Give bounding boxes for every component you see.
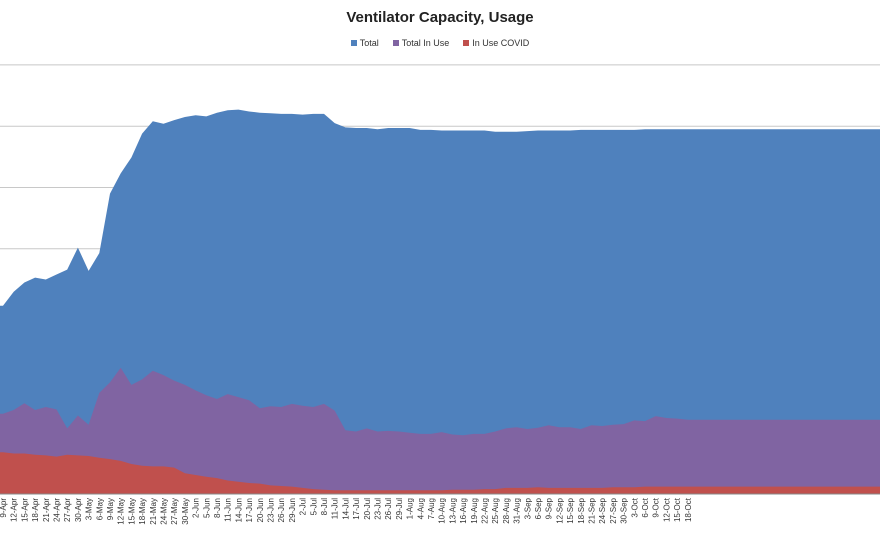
- x-tick-label: 25-Aug: [491, 498, 500, 524]
- x-tick-label: 29-Jun: [288, 498, 297, 522]
- x-tick-label: 17-Jul: [352, 498, 361, 520]
- x-tick-label: 3-May: [85, 498, 94, 520]
- x-tick-label: 6-Sep: [534, 497, 543, 519]
- x-tick-label: 9-Sep: [545, 497, 554, 519]
- x-axis-tick-labels: 9-Apr 12-Apr 15-Apr 18-Apr 21-Apr 24-Apr 27-Ap…: [0, 497, 693, 524]
- x-tick-label: 21-Sep: [588, 497, 597, 523]
- x-tick-label: 12-Apr: [10, 498, 19, 522]
- x-tick-label: 11-Jun: [224, 498, 233, 522]
- x-tick-label: 10-Aug: [438, 498, 447, 524]
- x-tick-label: 27-Sep: [609, 497, 618, 523]
- x-tick-label: 18-Sep: [577, 497, 586, 523]
- x-tick-label: 18-Oct: [684, 497, 693, 522]
- x-tick-label: 16-Aug: [459, 498, 468, 524]
- x-tick-label: 9-Oct: [652, 497, 661, 517]
- x-tick-label: 20-Jul: [363, 498, 372, 520]
- x-tick-label: 8-Jun: [213, 498, 222, 518]
- x-tick-label: 19-Aug: [470, 498, 479, 524]
- x-tick-label: 8-Jul: [320, 498, 329, 516]
- x-tick-label: 18-Apr: [31, 498, 40, 522]
- x-tick-label: 15-May: [127, 498, 136, 525]
- x-tick-label: 24-Sep: [598, 497, 607, 523]
- legend-swatch-in-use-covid: [463, 40, 470, 46]
- x-tick-label: 28-Aug: [502, 498, 511, 524]
- x-tick-label: 9-May: [106, 498, 115, 520]
- x-tick-label: 11-Jul: [331, 498, 340, 519]
- x-tick-label: 29-Jul: [395, 498, 404, 520]
- legend-item-total-in-use: Total In Use: [392, 38, 450, 48]
- x-tick-label: 12-Sep: [555, 497, 564, 523]
- legend-label-total-in-use: Total In Use: [401, 38, 450, 48]
- x-tick-label: 30-Sep: [620, 497, 629, 523]
- x-tick-label: 26-Jul: [384, 498, 393, 520]
- x-tick-label: 14-Jun: [234, 498, 243, 522]
- x-tick-label: 12-Oct: [662, 497, 671, 522]
- x-tick-label: 13-Aug: [448, 498, 457, 524]
- x-tick-label: 5-Jun: [202, 498, 211, 518]
- x-tick-label: 15-Apr: [20, 498, 29, 522]
- x-tick-label: 18-May: [138, 498, 147, 525]
- x-tick-label: 6-May: [95, 498, 104, 520]
- area-total-in-use: [0, 367, 880, 494]
- x-tick-label: 21-Apr: [42, 498, 51, 522]
- x-tick-label: 21-May: [149, 498, 158, 525]
- legend-item-in-use-covid: In Use COVID: [463, 38, 529, 48]
- legend-swatch-total: [350, 40, 357, 46]
- legend-label-in-use-covid: In Use COVID: [472, 38, 530, 48]
- x-tick-label: 23-Jun: [267, 498, 276, 522]
- x-tick-label: 27-May: [170, 498, 179, 525]
- chart-title: Ventilator Capacity, Usage: [346, 9, 534, 26]
- legend-swatch-total-in-use: [392, 40, 399, 46]
- x-tick-label: 15-Oct: [673, 497, 682, 522]
- x-tick-label: 14-Jul: [341, 498, 350, 520]
- x-tick-label: 24-May: [160, 498, 169, 525]
- legend-item-total: Total: [350, 38, 379, 48]
- x-tick-label: 17-Jun: [245, 498, 254, 522]
- x-tick-label: 30-May: [181, 498, 190, 525]
- area-series: [0, 109, 880, 495]
- x-tick-label: 2-Jun: [192, 498, 201, 518]
- x-tick-label: 6-Oct: [641, 497, 650, 517]
- x-tick-label: 26-Jun: [277, 498, 286, 522]
- x-tick-label: 30-Apr: [74, 498, 83, 522]
- x-tick-label: 24-Apr: [53, 498, 62, 522]
- x-tick-label: 7-Aug: [427, 498, 436, 519]
- x-tick-label: 1-Aug: [406, 498, 415, 519]
- x-tick-label: 4-Aug: [416, 498, 425, 519]
- x-tick-label: 23-Jul: [374, 498, 383, 520]
- legend: Total Total In Use In Use COVID: [0, 38, 880, 48]
- legend-label-total: Total: [359, 38, 379, 48]
- x-tick-label: 15-Sep: [566, 497, 575, 523]
- x-tick-label: 3-Oct: [630, 497, 639, 517]
- x-tick-label: 2-Jul: [299, 498, 308, 516]
- x-tick-label: 22-Aug: [481, 498, 490, 524]
- x-tick-label: 31-Aug: [513, 498, 522, 524]
- x-tick-label: 27-Apr: [63, 498, 72, 522]
- x-tick-label: 5-Jul: [309, 498, 318, 516]
- area-in-use-covid: [0, 452, 880, 494]
- x-tick-label: 20-Jun: [256, 498, 265, 522]
- x-tick-label: 9-Apr: [0, 498, 8, 518]
- x-tick-label: 12-May: [117, 498, 126, 525]
- x-tick-label: 3-Sep: [523, 497, 532, 519]
